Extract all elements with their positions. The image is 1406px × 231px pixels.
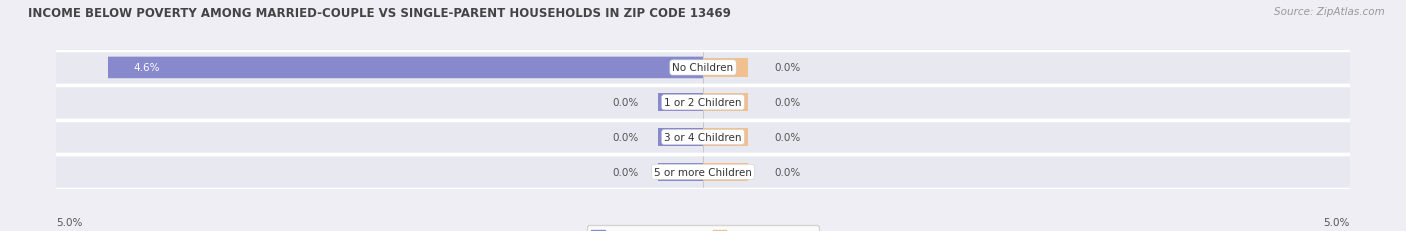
FancyBboxPatch shape bbox=[56, 122, 1350, 153]
Bar bbox=[658, 128, 703, 147]
Text: 0.0%: 0.0% bbox=[612, 98, 638, 108]
Bar bbox=[703, 128, 748, 147]
Text: 0.0%: 0.0% bbox=[775, 63, 800, 73]
Text: 5 or more Children: 5 or more Children bbox=[654, 167, 752, 177]
FancyBboxPatch shape bbox=[56, 157, 1350, 188]
Text: 0.0%: 0.0% bbox=[775, 132, 800, 143]
Text: 3 or 4 Children: 3 or 4 Children bbox=[664, 132, 742, 143]
Text: INCOME BELOW POVERTY AMONG MARRIED-COUPLE VS SINGLE-PARENT HOUSEHOLDS IN ZIP COD: INCOME BELOW POVERTY AMONG MARRIED-COUPL… bbox=[28, 7, 731, 20]
Text: 5.0%: 5.0% bbox=[1323, 217, 1350, 227]
Text: 4.6%: 4.6% bbox=[134, 63, 160, 73]
Bar bbox=[658, 163, 703, 181]
FancyBboxPatch shape bbox=[56, 87, 1350, 118]
Text: No Children: No Children bbox=[672, 63, 734, 73]
Text: 0.0%: 0.0% bbox=[612, 132, 638, 143]
Text: 0.0%: 0.0% bbox=[775, 167, 800, 177]
Text: Source: ZipAtlas.com: Source: ZipAtlas.com bbox=[1274, 7, 1385, 17]
Legend: Married Couples, Single Parents: Married Couples, Single Parents bbox=[586, 225, 820, 231]
Bar bbox=[703, 59, 748, 77]
FancyBboxPatch shape bbox=[108, 57, 703, 79]
Text: 5.0%: 5.0% bbox=[56, 217, 83, 227]
FancyBboxPatch shape bbox=[56, 53, 1350, 84]
Bar bbox=[703, 163, 748, 181]
Bar bbox=[703, 94, 748, 112]
Bar bbox=[658, 94, 703, 112]
Text: 0.0%: 0.0% bbox=[775, 98, 800, 108]
Text: 0.0%: 0.0% bbox=[612, 167, 638, 177]
Text: 1 or 2 Children: 1 or 2 Children bbox=[664, 98, 742, 108]
